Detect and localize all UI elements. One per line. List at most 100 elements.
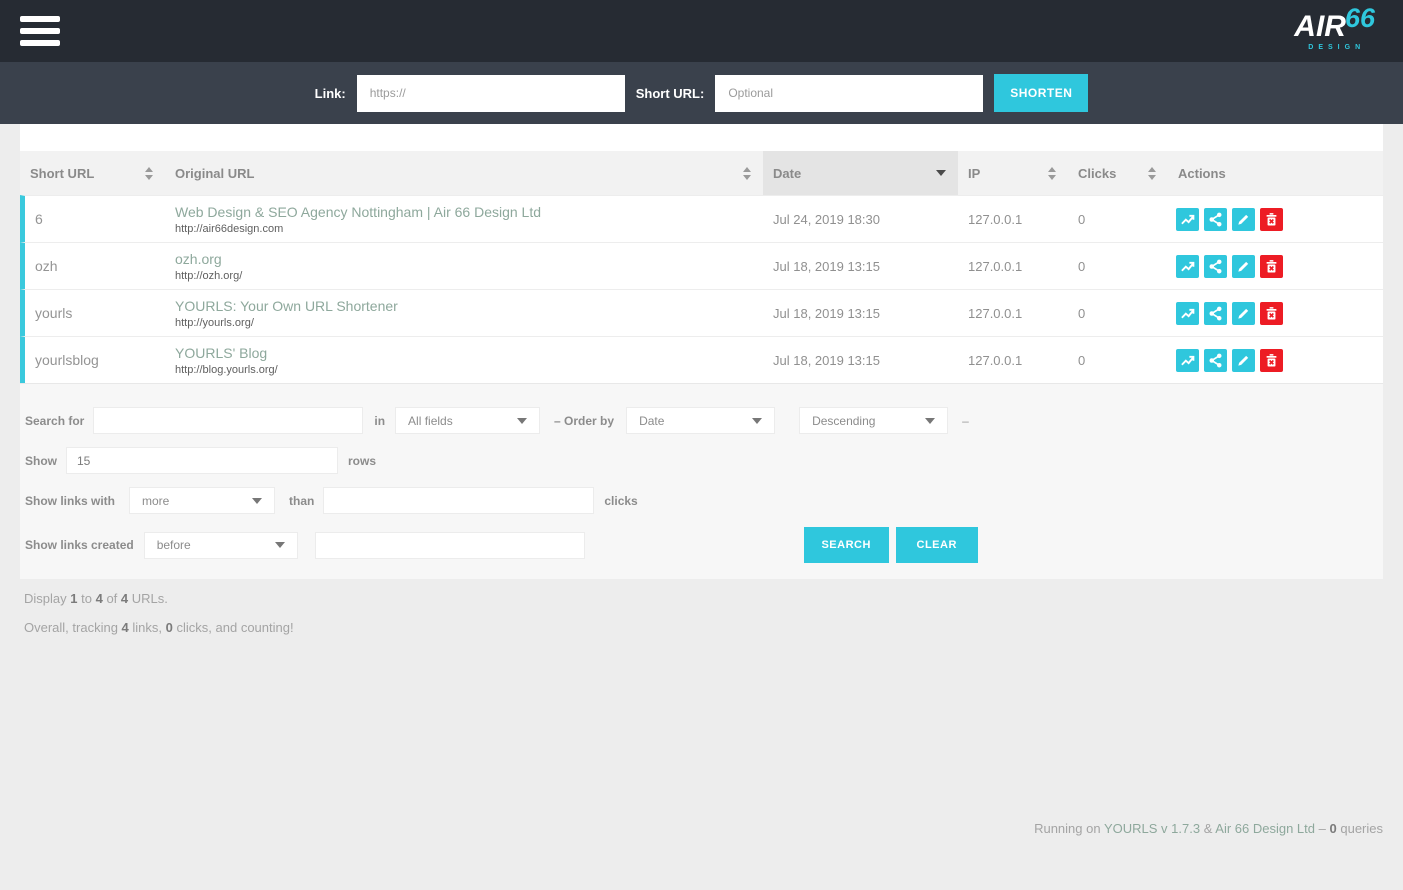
table-row: 6 Web Design & SEO Agency Nottingham | A… (20, 195, 1383, 242)
share-nodes-icon (1209, 259, 1222, 273)
link-label: Link: (314, 85, 346, 101)
share-button[interactable] (1204, 254, 1227, 278)
trend-arrow-icon (1181, 261, 1195, 271)
yourls-version-link[interactable]: YOURLS v 1.7.3 (1103, 821, 1201, 836)
caret-down-icon (752, 417, 763, 424)
trash-x-icon (1266, 212, 1277, 225)
order-by-label: – Order by (554, 413, 615, 428)
filter-row-show: Show rows (25, 447, 1378, 474)
share-button[interactable] (1204, 207, 1227, 231)
clicks-threshold-input[interactable] (323, 487, 595, 514)
than-label: than (289, 493, 315, 508)
original-url-text: http://blog.yourls.org/ (175, 363, 278, 376)
clicks-operator-value: more (142, 493, 170, 508)
actions-cell (1168, 254, 1383, 278)
original-url-title-link[interactable]: YOURLS: Your Own URL Shortener (175, 297, 398, 314)
date-cell: Jul 24, 2019 18:30 (773, 211, 880, 227)
shorten-button[interactable]: SHORTEN (994, 74, 1089, 112)
column-header-clicks[interactable]: Clicks (1068, 151, 1168, 195)
stats-button[interactable] (1176, 348, 1199, 372)
order-direction-select[interactable]: Descending (799, 407, 949, 434)
share-button[interactable] (1204, 301, 1227, 325)
clear-button[interactable]: CLEAR (895, 527, 978, 563)
stats-button[interactable] (1176, 207, 1199, 231)
results-summary: Display 1 to 4 of 4 URLs. Overall, track… (24, 591, 1379, 635)
links-with-label: Show links with (25, 493, 116, 508)
order-by-select[interactable]: Date (626, 407, 776, 434)
trash-x-icon (1266, 306, 1277, 319)
column-header-short-url[interactable]: Short URL (20, 151, 165, 195)
share-nodes-icon (1209, 353, 1222, 367)
container-spacer (20, 124, 1383, 151)
sort-arrows-icon[interactable] (1148, 166, 1156, 180)
original-url-title-link[interactable]: YOURLS' Blog (175, 344, 268, 361)
link-input[interactable] (356, 74, 625, 112)
edit-button[interactable] (1232, 254, 1255, 278)
actions-cell (1168, 207, 1383, 231)
delete-button[interactable] (1260, 348, 1283, 372)
air66-logo: AIR 66 DESIGN (1294, 4, 1383, 51)
filter-row-clicks: Show links with more than clicks (25, 487, 1378, 514)
date-cell: Jul 18, 2019 13:15 (773, 352, 880, 368)
column-header-ip[interactable]: IP (958, 151, 1068, 195)
search-for-label: Search for (25, 413, 85, 428)
ip-cell: 127.0.0.1 (968, 305, 1023, 321)
short-url-link[interactable]: yourlsblog (35, 352, 99, 368)
overall-links-count: 4 (121, 620, 129, 635)
order-suffix-dash: – (962, 413, 969, 428)
stats-button[interactable] (1176, 254, 1199, 278)
date-cell: Jul 18, 2019 13:15 (773, 305, 880, 321)
pencil-icon (1238, 355, 1249, 366)
clicks-cell: 0 (1078, 258, 1086, 274)
trend-arrow-icon (1181, 214, 1195, 224)
trash-x-icon (1266, 259, 1277, 272)
delete-button[interactable] (1260, 254, 1283, 278)
short-url-link[interactable]: 6 (35, 211, 43, 227)
short-url-input[interactable] (715, 74, 984, 112)
column-header-original-url[interactable]: Original URL (165, 151, 763, 195)
footer-ampersand: & (1203, 821, 1213, 836)
caret-down-icon (925, 417, 936, 424)
display-prefix: Display (24, 591, 67, 606)
pencil-icon (1238, 261, 1249, 272)
ip-cell: 127.0.0.1 (968, 211, 1023, 227)
search-input[interactable] (93, 407, 364, 434)
sort-arrows-icon[interactable] (145, 166, 153, 180)
pencil-icon (1238, 214, 1249, 225)
display-total: 4 (120, 591, 129, 606)
edit-button[interactable] (1232, 348, 1255, 372)
edit-button[interactable] (1232, 301, 1255, 325)
clicks-operator-select[interactable]: more (129, 487, 276, 514)
overall-tracking-line: Overall, tracking 4 links, 0 clicks, and… (24, 620, 1379, 635)
hamburger-bar (20, 16, 60, 22)
column-header-label: Original URL (175, 165, 255, 181)
show-rows-input[interactable] (66, 447, 338, 474)
air66-design-link[interactable]: Air 66 Design Ltd (1215, 821, 1316, 836)
delete-button[interactable] (1260, 301, 1283, 325)
original-url-title-link[interactable]: Web Design & SEO Agency Nottingham | Air… (175, 203, 542, 220)
edit-button[interactable] (1232, 207, 1255, 231)
original-url-title-link[interactable]: ozh.org (175, 250, 222, 267)
hamburger-menu-icon[interactable] (20, 16, 60, 46)
delete-button[interactable] (1260, 207, 1283, 231)
footer-dash: – (1318, 821, 1326, 836)
table-row: ozh ozh.org http://ozh.org/ Jul 18, 2019… (20, 242, 1383, 289)
column-header-label: Clicks (1078, 165, 1117, 181)
search-button[interactable]: SEARCH (803, 527, 889, 563)
overall-part3: clicks, and counting! (176, 620, 294, 635)
column-header-date[interactable]: Date (763, 151, 958, 195)
search-field-value: All fields (408, 413, 453, 428)
share-button[interactable] (1204, 348, 1227, 372)
sort-arrows-icon[interactable] (1048, 166, 1056, 180)
created-operator-select[interactable]: before (143, 531, 298, 559)
search-field-select[interactable]: All fields (395, 407, 541, 434)
stats-button[interactable] (1176, 301, 1199, 325)
overall-part1: Overall, tracking (24, 620, 118, 635)
sort-arrows-icon[interactable] (743, 166, 751, 180)
short-url-link[interactable]: yourls (35, 305, 73, 321)
table-header: Short URL Original URL Date IP Clicks Ac… (20, 151, 1383, 195)
main-container: Short URL Original URL Date IP Clicks Ac… (20, 124, 1383, 579)
short-url-link[interactable]: ozh (35, 258, 58, 274)
created-date-input[interactable] (314, 531, 585, 559)
display-count-line: Display 1 to 4 of 4 URLs. (24, 591, 1379, 606)
